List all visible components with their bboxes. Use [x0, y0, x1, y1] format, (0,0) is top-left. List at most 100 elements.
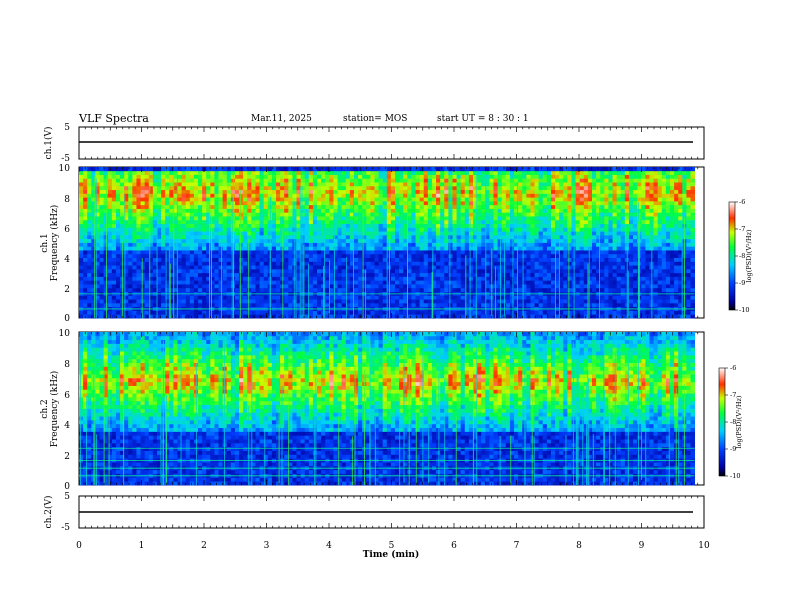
spectrogram-cell — [440, 238, 445, 243]
spectrogram-cell — [345, 302, 351, 308]
spectrogram-cell — [374, 178, 380, 183]
spectrogram-cell — [181, 212, 187, 217]
spectrogram-cell — [395, 178, 400, 183]
spectrogram-cell — [115, 167, 121, 172]
spectrogram-cell — [152, 167, 158, 172]
spectrogram-cell — [111, 265, 117, 270]
spectrogram-cell — [161, 261, 166, 266]
spectrogram-cell — [239, 234, 244, 240]
spectrogram-cell — [222, 302, 228, 308]
spectrogram-cell — [374, 310, 380, 315]
spectrogram-cell — [263, 174, 269, 179]
spectrogram-cell — [169, 261, 174, 266]
spectrogram-cell — [546, 204, 552, 209]
spectrogram-cell — [189, 268, 195, 274]
spectrogram-cell — [518, 272, 523, 277]
spectrogram-cell — [518, 238, 523, 243]
spectrogram-cell — [423, 185, 429, 191]
spectrogram-cell — [390, 182, 396, 187]
spectrogram-cell — [181, 178, 187, 183]
spectrogram-cell — [156, 276, 162, 281]
spectrogram-cell — [185, 204, 191, 209]
spectrogram-cell — [460, 295, 466, 300]
spectrogram-cell — [534, 253, 540, 258]
spectrogram-cell — [423, 299, 429, 304]
spectrogram-cell — [271, 314, 277, 319]
spectrogram-cell — [423, 189, 429, 194]
spectrogram-cell — [366, 167, 371, 172]
spectrogram-cell — [271, 299, 277, 304]
spectrogram-cell — [514, 227, 519, 232]
spectrogram-cell — [514, 280, 519, 285]
spectrogram-cell — [460, 234, 466, 240]
spectrogram-cell — [292, 216, 297, 221]
spectrogram-cell — [189, 170, 195, 175]
spectrogram-cell — [103, 238, 109, 243]
spectrogram-cell — [247, 212, 252, 217]
spectrogram-cell — [165, 219, 170, 225]
spectrogram-cell — [226, 295, 232, 300]
spectrogram-cell — [189, 185, 195, 191]
spectrogram-cell — [251, 242, 256, 247]
spectrogram-cell — [181, 219, 187, 225]
spectrogram-cell — [329, 234, 334, 240]
spectrogram-cell — [317, 170, 322, 175]
spectrogram-cell — [156, 268, 162, 274]
spectrogram-cell — [304, 284, 310, 289]
spectrogram-cell — [473, 231, 478, 236]
spectrogram-cell — [353, 193, 359, 198]
spectrogram-cell — [501, 250, 507, 255]
spectrogram-cell — [140, 189, 146, 194]
spectrogram-cell — [95, 276, 100, 281]
spectrogram-cell — [251, 314, 256, 319]
spectrogram-cell — [140, 223, 146, 228]
spectrogram-cell — [370, 185, 375, 191]
spectrogram-cell — [107, 238, 113, 243]
spectrogram-cell — [493, 242, 499, 247]
spectrogram-cell — [103, 167, 109, 172]
spectrogram-cell — [497, 261, 503, 266]
spectrogram-cell — [399, 246, 404, 251]
spectrogram-cell — [115, 185, 121, 191]
spectrogram-cell — [341, 284, 347, 289]
spectrogram-cell — [407, 302, 412, 308]
spectrogram-cell — [177, 178, 183, 183]
spectrogram-cell — [477, 257, 482, 262]
spectrogram-cell — [440, 276, 445, 281]
spectrogram-cell — [91, 261, 96, 266]
spectrogram-cell — [370, 170, 375, 175]
ch1-wave-ylabel: ch.1(V) — [43, 127, 54, 160]
spectrogram-cell — [395, 246, 400, 251]
spectrogram-cell — [222, 280, 228, 285]
spectrogram-cell — [103, 234, 109, 240]
spectrogram-cell — [193, 223, 199, 228]
spectrogram-cell — [559, 170, 564, 175]
spectrogram-cell — [444, 200, 449, 206]
spectrogram-cell — [427, 272, 433, 277]
spectrogram-cell — [559, 219, 564, 225]
spectrogram-cell — [124, 219, 129, 225]
spectrogram-cell — [161, 216, 166, 221]
spectrogram-cell — [415, 287, 421, 292]
spectrogram-cell — [341, 216, 347, 221]
spectrogram-cell — [358, 193, 363, 198]
spectrogram-cell — [247, 200, 252, 206]
spectrogram-cell — [485, 242, 490, 247]
spectrogram-cell — [407, 223, 412, 228]
spectrogram-cell — [259, 302, 265, 308]
spectrogram-cell — [509, 287, 515, 292]
spectrogram-cell — [399, 284, 404, 289]
spectrogram-cell — [193, 246, 199, 251]
spectrogram-cell — [276, 272, 281, 277]
spectrogram-cell — [550, 250, 556, 255]
spectrogram-cell — [477, 261, 482, 266]
spectrogram-cell — [341, 250, 347, 255]
spectrogram-cell — [390, 208, 396, 213]
spectrogram-cell — [288, 223, 293, 228]
spectrogram-cell — [427, 250, 433, 255]
spectrogram-cell — [284, 193, 289, 198]
spectrogram-cell — [173, 268, 178, 274]
spectrogram-cell — [378, 182, 384, 187]
spectrogram-cell — [419, 257, 425, 262]
spectrogram-cell — [177, 257, 183, 262]
